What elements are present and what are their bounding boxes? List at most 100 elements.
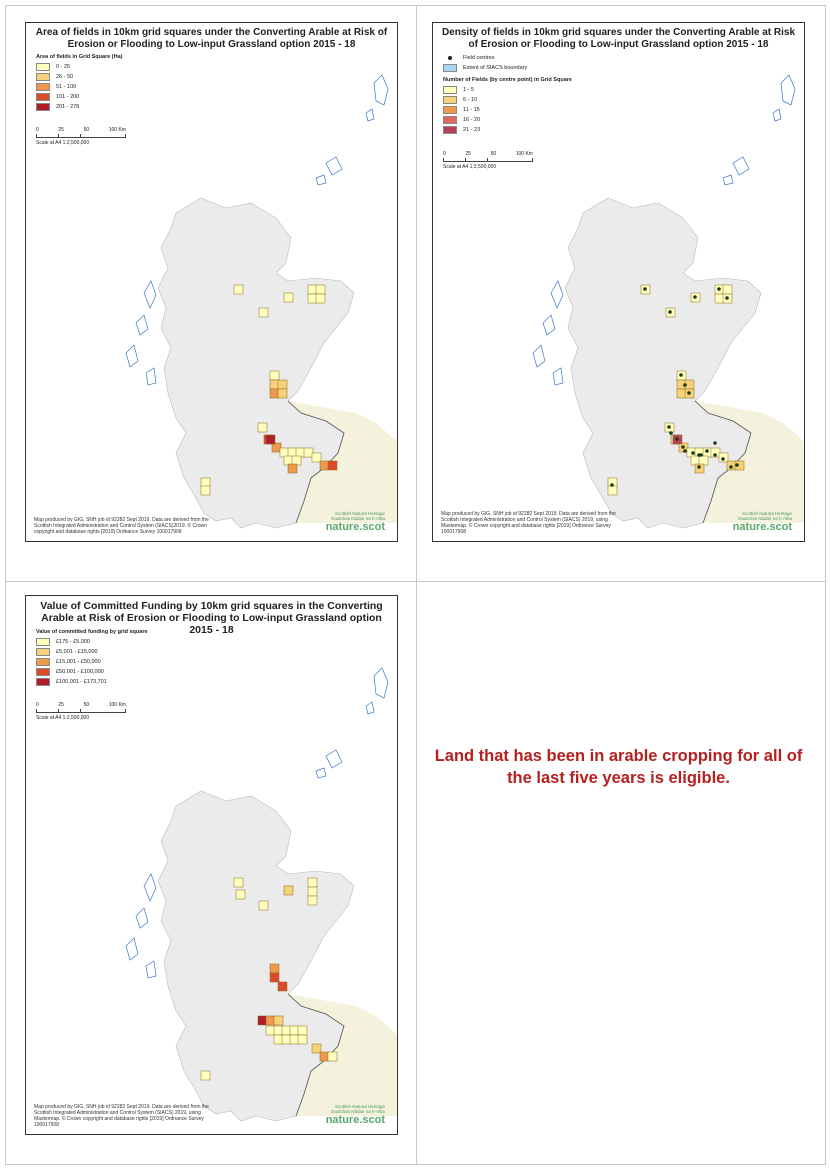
field-centre-dot [699, 453, 703, 457]
legend-swatch [443, 126, 457, 134]
field-centre-dot [679, 373, 683, 377]
legend-header: Number of Fields (by centre point) in Gr… [443, 77, 572, 83]
island [145, 367, 157, 386]
map-legend: Value of committed funding by grid squar… [36, 628, 148, 687]
scale-tick-label: 0 [443, 151, 446, 157]
grid-square [283, 885, 294, 896]
logo-subtext: Scottish Natural Heritage [334, 1104, 385, 1109]
grid-divider-vertical [416, 6, 417, 1164]
legend-item: 21 - 23 [443, 125, 572, 135]
grid-square [297, 1034, 308, 1045]
field-centre-dot [735, 463, 739, 467]
map-legend: Field centres Extent of SIACS boundary N… [443, 53, 572, 135]
legend-swatch [443, 106, 457, 114]
legend-item: £50,001 - £100,000 [36, 667, 148, 677]
field-centre-dot [610, 483, 614, 487]
england-region [288, 994, 397, 1116]
grid-square [257, 1015, 268, 1026]
scotland-map [532, 74, 804, 529]
scale-tick-label: 100 Km [108, 127, 126, 133]
island [780, 74, 796, 106]
grid-square [265, 434, 276, 445]
grid-square [698, 455, 709, 466]
field-centre-dot [705, 449, 709, 453]
legend-label: 0 - 25 [56, 64, 71, 70]
scale-tick-label: 50 [83, 127, 90, 133]
logo-wordmark: nature.scot [325, 1114, 385, 1126]
legend-item: 51 - 100 [36, 82, 123, 92]
island [373, 667, 389, 699]
field-centre-dot [667, 425, 671, 429]
grid-square [289, 1034, 300, 1045]
scale-line [36, 709, 126, 713]
grid-square [307, 895, 318, 906]
grid-square [734, 460, 745, 471]
grid-square [303, 447, 314, 458]
island [532, 344, 546, 368]
grid-square [273, 1034, 284, 1045]
scale-tick-label: 25 [465, 151, 471, 157]
england-region [288, 401, 397, 523]
grid-square [269, 370, 280, 381]
field-centre-dot [729, 465, 733, 469]
legend-item: 26 - 50 [36, 72, 123, 82]
scale-text: Scale at A4 1:2,500,000 [36, 715, 90, 721]
grid-square [307, 284, 318, 295]
island [145, 960, 157, 979]
legend-swatch [36, 638, 50, 646]
grid-square [258, 307, 269, 318]
field-centre-dot [683, 383, 687, 387]
border-line [694, 400, 752, 524]
legend-swatch [36, 63, 50, 71]
nature-scot-logo: Scottish Natural Heritage Dualchas Nàdair… [733, 511, 792, 533]
legend-swatch [36, 73, 50, 81]
island [135, 907, 149, 929]
legend-label: 201 - 278 [56, 104, 80, 110]
logo-subtext: Dualchas Nàdair na h-Alba [331, 1109, 385, 1114]
logo-subtext: Scottish Natural Heritage [741, 511, 792, 516]
grid-square [319, 460, 330, 471]
border-line [287, 400, 345, 524]
nature-scot-logo: Scottish Natural Heritage Dualchas Nàdair… [326, 511, 385, 533]
grid-square [200, 477, 211, 488]
grid-square [311, 1043, 322, 1054]
field-centre-dot-icon [443, 54, 457, 62]
border-line [287, 993, 345, 1117]
grid-square [690, 455, 701, 466]
field-centre-dot [668, 310, 672, 314]
grid-square [265, 1025, 276, 1036]
legend-label: 11 - 15 [463, 107, 480, 113]
island [325, 749, 343, 769]
island [365, 108, 375, 122]
field-centre-dot [697, 465, 701, 469]
grid-square [722, 284, 733, 295]
map-panel-funding: Value of Committed Funding by 10km grid … [25, 595, 398, 1135]
legend-label: 26 - 50 [56, 74, 74, 80]
scale-text: Scale at A4 1:2,500,000 [443, 164, 497, 170]
grid-square [257, 422, 268, 433]
logo-wordmark: nature.scot [732, 521, 792, 533]
legend-swatch [36, 648, 50, 656]
logo-subtext: Scottish Natural Heritage [334, 511, 385, 516]
field-centre-dot [683, 449, 687, 453]
grid-square [269, 972, 280, 983]
logo-subtext: Dualchas Nàdair na h-Alba [331, 516, 385, 521]
island [315, 767, 327, 779]
field-centre-dot [691, 451, 695, 455]
grid-square [200, 485, 211, 496]
scale-bar: 0 25 50 100 Km Scale at A4 1:2,500,000 [36, 702, 126, 721]
legend-item: 11 - 15 [443, 105, 572, 115]
island [365, 701, 375, 715]
legend-header: Value of committed funding by grid squar… [36, 629, 148, 635]
grid-square [307, 886, 318, 897]
island [125, 937, 139, 961]
field-centre-dot [717, 287, 721, 291]
nature-scot-logo: Scottish Natural Heritage Dualchas Nàdair… [326, 1104, 385, 1126]
grid-square [277, 388, 288, 399]
legend-swatch [36, 83, 50, 91]
island [325, 156, 343, 176]
grid-square [233, 284, 244, 295]
legend-item: £100,001 - £173,701 [36, 677, 148, 687]
grid-square [279, 447, 290, 458]
field-centre-dot [693, 295, 697, 299]
